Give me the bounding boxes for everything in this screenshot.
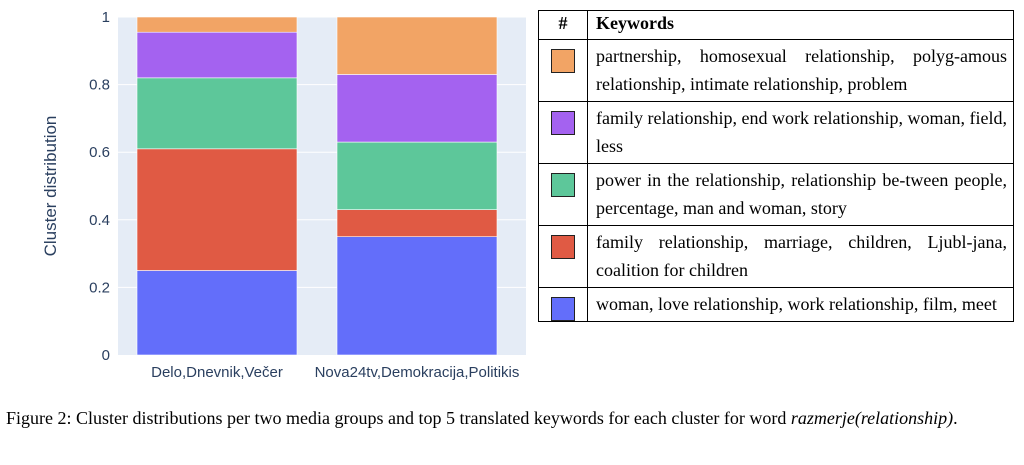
cluster-color-swatch xyxy=(551,111,575,135)
header-keywords: Keywords xyxy=(587,10,1014,40)
y-tick-labels: 0 0.2 0.4 0.6 0.8 1 xyxy=(89,9,110,364)
y-tick-label: 0.6 xyxy=(89,144,110,161)
cluster-keywords: family relationship, end work relationsh… xyxy=(587,101,1014,164)
bar-segment-red xyxy=(136,148,298,271)
cluster-keywords: family relationship, marriage, children,… xyxy=(587,225,1014,288)
y-axis-title: Cluster distribution xyxy=(41,116,60,257)
table-row: partnership, homosexual relationship, po… xyxy=(538,39,1014,102)
y-tick-label: 0.4 xyxy=(89,212,110,229)
bar-segment-orange xyxy=(336,16,498,75)
cluster-color-swatch xyxy=(551,49,575,73)
caption-end: . xyxy=(953,408,958,428)
cluster-color-swatch xyxy=(551,173,575,197)
cluster-color-swatch xyxy=(551,235,575,259)
table-row: power in the relationship, relationship … xyxy=(538,163,1014,226)
bar-segment-purple xyxy=(136,31,298,79)
bar-segment-green xyxy=(136,77,298,150)
stacked-bar-chart: 0 0.2 0.4 0.6 0.8 1 Delo,Dnevnik,Večer Nova24t… xyxy=(41,9,526,381)
cluster-keywords: woman, love relationship, work relations… xyxy=(587,287,1014,322)
header-number: # xyxy=(538,10,588,40)
bar-segment-purple xyxy=(336,74,498,143)
cluster-keywords: power in the relationship, relationship … xyxy=(587,163,1014,226)
x-tick-label: Nova24tv,Demokracija,Politikis xyxy=(315,364,520,381)
table-row: woman, love relationship, work relations… xyxy=(538,287,1014,322)
table-row: family relationship, marriage, children,… xyxy=(538,225,1014,288)
bar-segment-green xyxy=(336,141,498,210)
bars xyxy=(136,16,498,356)
y-tick-label: 0.2 xyxy=(89,279,110,296)
cluster-keywords: partnership, homosexual relationship, po… xyxy=(587,39,1014,102)
x-tick-labels: Delo,Dnevnik,Večer Nova24tv,Demokracija,P… xyxy=(151,364,519,381)
y-tick-label: 1 xyxy=(102,9,110,26)
bar-segment-blue xyxy=(336,236,498,356)
y-tick-label: 0 xyxy=(102,347,110,364)
caption-text: Figure 2: Cluster distributions per two … xyxy=(6,408,791,428)
bar-segment-red xyxy=(336,209,498,238)
y-tick-label: 0.8 xyxy=(89,77,110,94)
figure-caption: Figure 2: Cluster distributions per two … xyxy=(6,406,1012,430)
x-tick-label: Delo,Dnevnik,Večer xyxy=(151,364,283,381)
bar-segment-orange xyxy=(136,16,298,33)
table-header-row: # Keywords xyxy=(538,10,1014,40)
bar-segment-blue xyxy=(136,270,298,356)
table-row: family relationship, end work relationsh… xyxy=(538,101,1014,164)
caption-word: razmerje(relationship) xyxy=(790,408,954,428)
keywords-table: # Keywords partnership, homosexual relat… xyxy=(538,10,1014,322)
cluster-color-swatch xyxy=(551,297,575,321)
